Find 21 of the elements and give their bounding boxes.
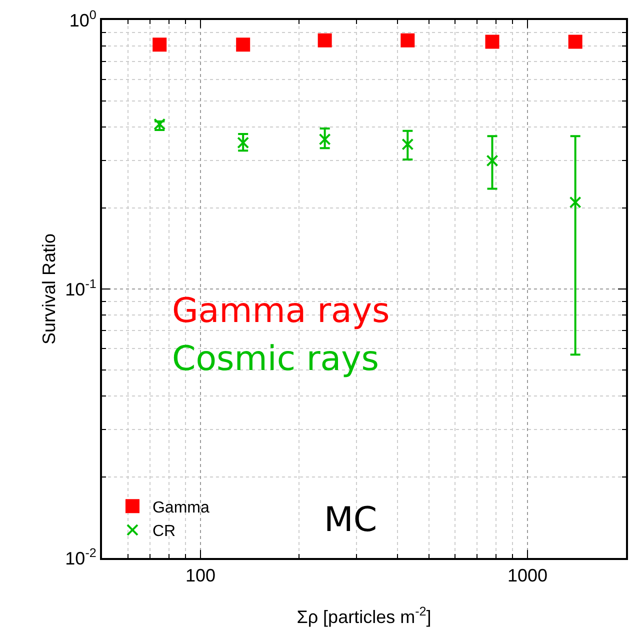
legend-label: CR — [152, 523, 176, 540]
annotation: Gamma rays — [172, 291, 390, 331]
point — [152, 38, 167, 52]
point — [402, 138, 414, 150]
annotation: MC — [324, 500, 378, 540]
y-tick-label: 10$^{0}$ — [69, 8, 96, 30]
point — [485, 34, 500, 49]
point — [568, 34, 582, 49]
y-tick-label: 10$^{-2}$ — [65, 546, 96, 568]
annotation: Cosmic rays — [172, 339, 379, 379]
x-tick-label: 100 — [185, 566, 216, 586]
x-tick-label: 1000 — [508, 566, 548, 586]
point — [569, 196, 582, 208]
x-axis-title: Σρ [particles m$^{-2}$] — [296, 604, 432, 627]
y-tick-label: 10$^{-1}$ — [65, 276, 96, 300]
point — [318, 33, 332, 48]
point — [486, 154, 498, 167]
point — [236, 38, 250, 52]
point — [400, 33, 415, 48]
legend-label: Gamma — [152, 499, 210, 516]
y-axis-title: Survival Ratio — [39, 233, 59, 345]
